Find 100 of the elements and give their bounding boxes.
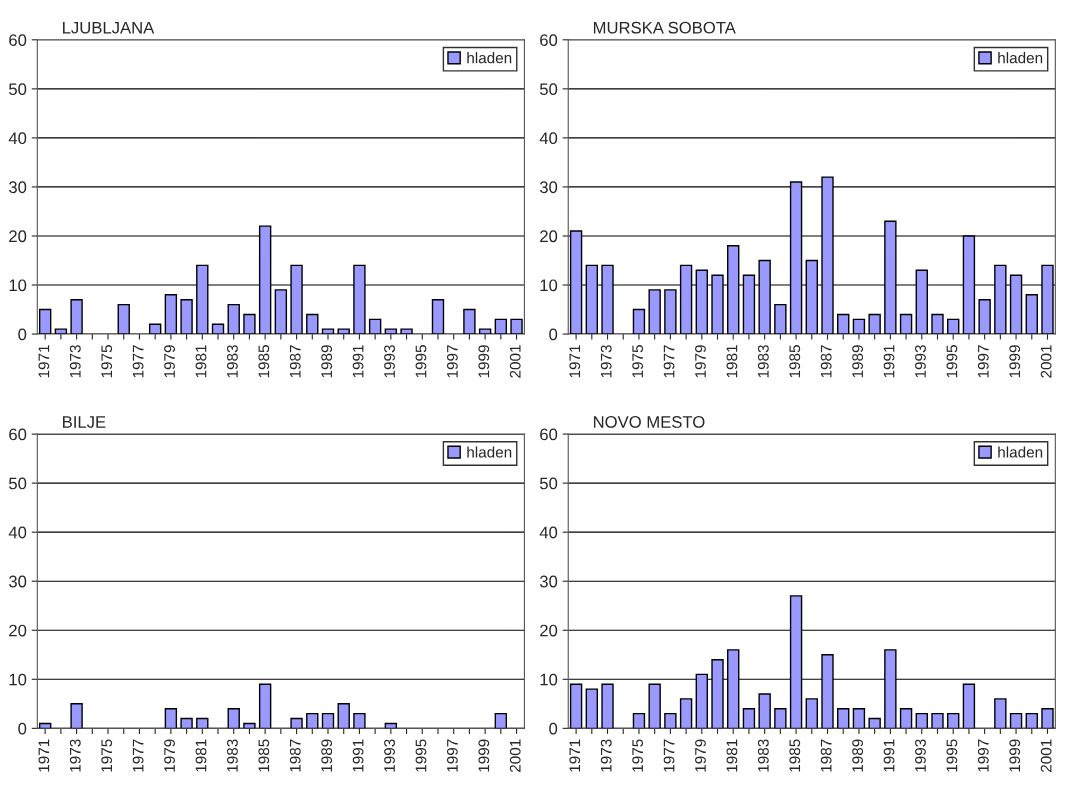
x-tick-label: 1993 bbox=[384, 739, 395, 772]
y-tick-label: 10 bbox=[9, 673, 27, 686]
bar bbox=[384, 328, 398, 335]
bar bbox=[868, 717, 881, 729]
bar bbox=[947, 712, 960, 729]
x-tick-label: 1989 bbox=[852, 345, 864, 378]
x-tick-label: 1993 bbox=[384, 345, 395, 378]
x-tick-label: 1977 bbox=[663, 739, 675, 772]
x-tick-label: 1981 bbox=[726, 345, 738, 378]
bar bbox=[931, 712, 944, 729]
bar bbox=[368, 318, 382, 335]
y-tick-label: 50 bbox=[539, 477, 558, 490]
x-tick-label: 1977 bbox=[132, 345, 144, 378]
bar bbox=[478, 328, 492, 335]
bar bbox=[805, 698, 818, 729]
bar bbox=[899, 313, 913, 335]
x-tick-label: 1971 bbox=[38, 345, 50, 378]
bar bbox=[38, 308, 52, 335]
legend-label: hladen bbox=[998, 52, 1043, 64]
chart-title: BILJE bbox=[63, 416, 106, 428]
bar bbox=[321, 328, 335, 335]
bar bbox=[227, 708, 240, 729]
bar bbox=[868, 313, 881, 335]
bar bbox=[353, 712, 366, 729]
bar bbox=[664, 289, 677, 335]
bar bbox=[431, 299, 445, 335]
x-tick-label: 2001 bbox=[509, 345, 521, 378]
x-tick-label: 1997 bbox=[977, 345, 989, 378]
bar bbox=[243, 313, 256, 335]
legend-label: hladen bbox=[467, 446, 512, 458]
y-tick-label: 10 bbox=[9, 279, 27, 292]
bar bbox=[148, 323, 162, 335]
chart-title: LJUBLJANA bbox=[63, 21, 155, 34]
y-tick-label: 10 bbox=[540, 279, 558, 292]
bar bbox=[947, 318, 960, 335]
bar bbox=[899, 708, 913, 729]
y-tick-label: 20 bbox=[540, 230, 558, 243]
bar bbox=[258, 683, 272, 729]
bar bbox=[164, 294, 178, 335]
bar bbox=[1025, 294, 1038, 335]
x-tick-label: 1985 bbox=[258, 739, 270, 772]
x-tick-label: 1973 bbox=[69, 739, 81, 772]
y-tick-label: 50 bbox=[539, 83, 558, 96]
bar bbox=[463, 308, 476, 335]
y-tick-label: 40 bbox=[539, 132, 558, 145]
x-tick-label: 1993 bbox=[915, 345, 926, 378]
y-tick-label: 30 bbox=[8, 575, 27, 588]
bar bbox=[585, 688, 599, 729]
y-tick-label: 0 bbox=[549, 328, 558, 341]
x-tick-label: 1997 bbox=[977, 739, 989, 772]
x-tick-label: 1987 bbox=[289, 739, 301, 772]
bar bbox=[274, 289, 288, 335]
y-tick-label: 30 bbox=[539, 575, 558, 588]
bar bbox=[601, 683, 614, 729]
x-tick-label: 1999 bbox=[478, 345, 490, 378]
bar bbox=[1025, 712, 1038, 729]
bar bbox=[54, 328, 68, 335]
bar bbox=[337, 328, 350, 335]
bar bbox=[510, 318, 523, 335]
x-tick-label: 1971 bbox=[38, 739, 50, 772]
y-tick-label: 60 bbox=[9, 428, 27, 441]
x-tick-label: 1987 bbox=[820, 345, 832, 378]
y-tick-label: 0 bbox=[18, 722, 27, 735]
bar bbox=[915, 712, 928, 729]
bar bbox=[679, 698, 693, 729]
bar bbox=[494, 712, 508, 729]
bar bbox=[742, 708, 756, 729]
x-tick-label: 1977 bbox=[132, 739, 144, 772]
x-tick-label: 1971 bbox=[569, 739, 581, 772]
x-tick-label: 1973 bbox=[600, 739, 612, 772]
x-tick-label: 1983 bbox=[757, 345, 769, 378]
x-tick-label: 1995 bbox=[415, 345, 427, 378]
bar bbox=[117, 303, 130, 335]
x-tick-label: 1981 bbox=[726, 739, 738, 772]
x-tick-label: 1971 bbox=[569, 345, 581, 378]
x-tick-label: 1979 bbox=[164, 345, 175, 378]
x-tick-label: 2001 bbox=[509, 739, 521, 772]
bar bbox=[648, 683, 661, 729]
bar bbox=[321, 712, 335, 729]
bar bbox=[196, 717, 209, 729]
bar bbox=[1041, 708, 1054, 729]
x-tick-label: 1985 bbox=[789, 345, 801, 378]
x-tick-label: 2001 bbox=[1040, 345, 1052, 378]
bar bbox=[774, 708, 787, 729]
bar bbox=[632, 308, 646, 335]
bar bbox=[306, 313, 319, 335]
bar bbox=[648, 289, 661, 335]
bar bbox=[632, 712, 646, 729]
x-tick-label: 1991 bbox=[883, 345, 895, 378]
x-tick-label: 1995 bbox=[946, 739, 958, 772]
bar bbox=[774, 303, 787, 335]
x-tick-label: 1979 bbox=[164, 739, 175, 772]
x-tick-label: 1989 bbox=[321, 345, 333, 378]
x-tick-label: 1985 bbox=[258, 345, 270, 378]
x-tick-label: 1989 bbox=[852, 739, 864, 772]
y-tick-label: 30 bbox=[8, 181, 27, 194]
x-tick-label: 2001 bbox=[1040, 739, 1052, 772]
x-tick-label: 1981 bbox=[195, 345, 207, 378]
x-tick-label: 1991 bbox=[352, 739, 364, 772]
x-tick-label: 1985 bbox=[789, 739, 801, 772]
